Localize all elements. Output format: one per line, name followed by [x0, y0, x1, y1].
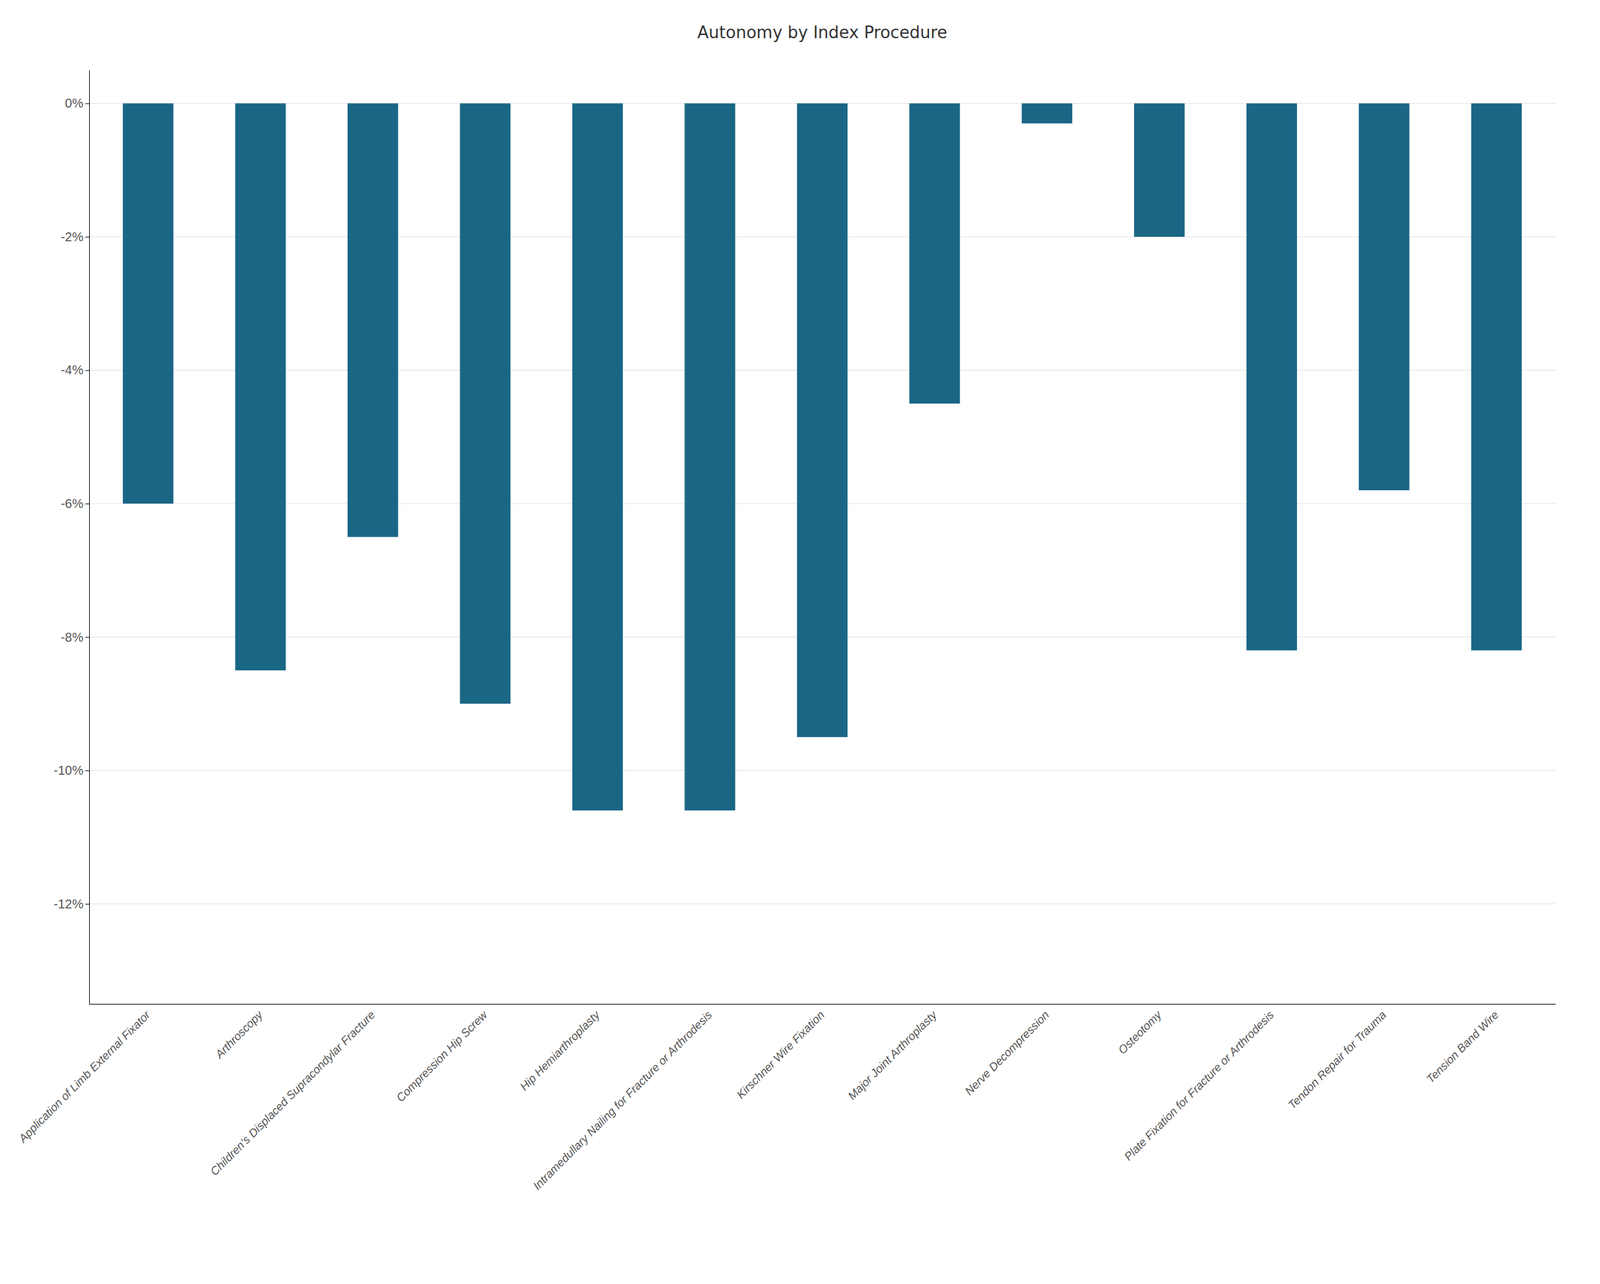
y-tick-label: -8% [60, 630, 84, 645]
x-tick: Tension Band Wire [1424, 1008, 1502, 1086]
x-tick: Hip Hemiarthroplasty [517, 1007, 603, 1094]
y-tick-label: -2% [60, 229, 84, 244]
x-tick-label: Compression Hip Screw [394, 1007, 491, 1105]
y-tick: -2% [60, 229, 90, 244]
x-axis-line [89, 1004, 1557, 1005]
x-tick-label: Nerve Decompression [962, 1008, 1052, 1098]
bar [1471, 103, 1522, 651]
x-tick: Intramedullary Nailing for Fracture or A… [530, 1008, 715, 1193]
x-tick-label: Plate Fixation for Fracture or Arthrodes… [1121, 1008, 1277, 1164]
y-tick-mark [85, 503, 90, 505]
x-tick: Children’s Displaced Supracondylar Fract… [207, 1008, 377, 1178]
y-tick-mark [85, 770, 90, 772]
bar [909, 103, 960, 404]
y-tick: -6% [60, 496, 90, 511]
x-tick: Plate Fixation for Fracture or Arthrodes… [1121, 1008, 1277, 1164]
y-tick-mark [85, 637, 90, 638]
x-tick: Major Joint Arthroplasty [845, 1007, 940, 1103]
grid-line [89, 903, 1556, 905]
x-tick: Arthroscopy [212, 1007, 266, 1061]
plot-area: 0% -2% -4% -6% -8% -10% -12% Application of Lim… [15, 70, 1557, 1193]
y-tick: 0% [64, 96, 90, 111]
bar [572, 103, 623, 811]
x-tick-label: Osteotomy [1116, 1007, 1165, 1057]
bar [234, 103, 286, 671]
y-tick-label: 0% [64, 96, 84, 111]
y-tick: -12% [53, 897, 90, 912]
bar [1133, 103, 1185, 237]
x-tick: Osteotomy [1116, 1007, 1165, 1057]
y-tick-mark [85, 370, 90, 372]
y-tick: -4% [60, 362, 90, 377]
bar [459, 103, 510, 704]
x-tick-label: Hip Hemiarthroplasty [517, 1007, 603, 1094]
x-tick-label: Application of Limb External Fixator [15, 1007, 154, 1146]
bar [1246, 103, 1297, 651]
bars [122, 103, 1522, 811]
y-axis-line [89, 70, 90, 1005]
y-tick-label: -4% [60, 362, 84, 377]
x-tick-label: Intramedullary Nailing for Fracture or A… [530, 1008, 715, 1193]
x-tick: Compression Hip Screw [394, 1007, 491, 1105]
grid-line [89, 770, 1556, 772]
y-tick-label: -6% [60, 496, 84, 511]
y-tick-label: -12% [53, 897, 84, 912]
y-tick-mark [85, 236, 90, 238]
bar [1021, 103, 1073, 123]
x-tick-label: Tension Band Wire [1424, 1008, 1502, 1086]
y-tick: -8% [60, 630, 90, 645]
chart-title: Autonomy by Index Procedure [697, 22, 947, 43]
x-tick-label: Major Joint Arthroplasty [845, 1007, 940, 1103]
y-tick-label: -10% [53, 763, 84, 778]
bar [797, 103, 848, 737]
bar [1358, 103, 1409, 491]
x-tick-label: Tendon Repair for Trauma [1285, 1008, 1389, 1112]
x-tick-label: Kirschner Wire Fixation [734, 1008, 828, 1102]
y-tick-mark [85, 904, 90, 905]
grid [89, 103, 1556, 904]
y-axis: 0% -2% -4% -6% -8% -10% -12% [53, 70, 90, 1005]
chart-svg: Autonomy by Index Procedure 0% -2% -4% -6% -8… [0, 0, 1600, 1284]
bar [122, 103, 174, 504]
x-tick: Kirschner Wire Fixation [734, 1008, 828, 1102]
bar [684, 103, 735, 811]
x-tick: Tendon Repair for Trauma [1285, 1008, 1389, 1112]
x-tick-label: Arthroscopy [212, 1007, 266, 1061]
y-tick-mark [85, 103, 90, 104]
x-axis: Application of Limb External Fixator Arth… [15, 1004, 1557, 1193]
x-tick-label: Children’s Displaced Supracondylar Fract… [207, 1008, 377, 1178]
x-tick: Nerve Decompression [962, 1008, 1052, 1098]
y-tick: -10% [53, 763, 90, 778]
x-tick: Application of Limb External Fixator [15, 1007, 154, 1146]
bar [347, 103, 398, 537]
